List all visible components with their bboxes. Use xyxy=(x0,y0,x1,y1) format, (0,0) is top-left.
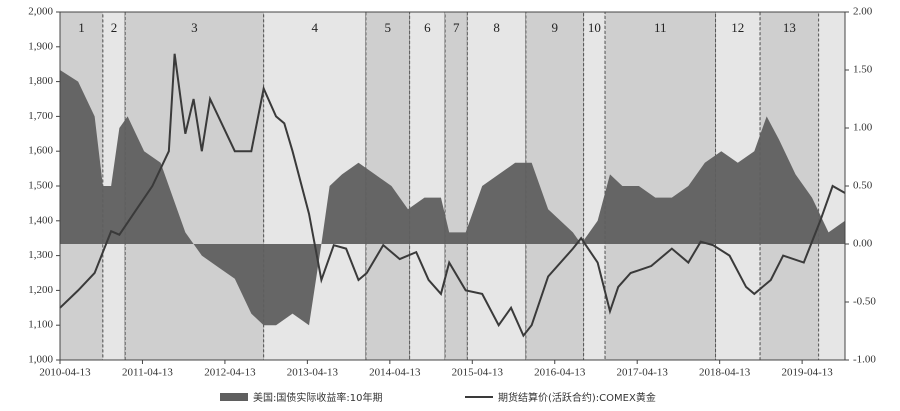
y2-tick-label: -1.00 xyxy=(853,354,876,366)
y2-tick-label: 1.00 xyxy=(853,122,873,134)
y-tick-label: 1,500 xyxy=(28,180,53,192)
y2-tick-label: 2.00 xyxy=(853,6,873,18)
y-tick-label: 2,000 xyxy=(28,6,53,18)
y2-tick-label: -0.50 xyxy=(853,296,876,308)
period-label: 2 xyxy=(111,20,118,35)
x-tick-label: 2018-04-13 xyxy=(699,367,751,379)
legend-label: 美国:国债实际收益率:10年期 xyxy=(253,391,382,404)
y-tick-label: 1,000 xyxy=(28,354,53,366)
legend-swatch xyxy=(220,393,248,401)
area-series xyxy=(60,70,845,326)
period-label: 5 xyxy=(385,20,392,35)
y-tick-label: 1,800 xyxy=(28,75,53,87)
period-label: 1 xyxy=(78,20,85,35)
period-label: 12 xyxy=(731,20,744,35)
period-label: 4 xyxy=(312,20,319,35)
y-tick-label: 1,700 xyxy=(28,110,53,122)
period-label: 6 xyxy=(424,20,431,35)
period-box xyxy=(409,11,446,361)
x-tick-label: 2012-04-13 xyxy=(204,367,256,379)
y-tick-label: 1,400 xyxy=(28,214,53,226)
y2-tick-label: 1.50 xyxy=(853,64,873,76)
line-series xyxy=(59,53,846,338)
y-tick-label: 1,300 xyxy=(28,249,53,261)
period-box xyxy=(583,11,606,361)
period-label: 7 xyxy=(453,20,460,35)
x-tick-label: 2011-04-13 xyxy=(122,367,173,379)
y2-tick-label: 0.50 xyxy=(853,180,873,192)
period-label: 10 xyxy=(588,20,601,35)
x-tick-label: 2010-04-13 xyxy=(39,367,91,379)
period-label: 13 xyxy=(783,20,796,35)
y-tick-label: 1,200 xyxy=(28,284,53,296)
x-tick-label: 2015-04-13 xyxy=(452,367,504,379)
x-tick-label: 2013-04-13 xyxy=(287,367,339,379)
y-tick-label: 1,600 xyxy=(28,145,53,157)
period-label: 8 xyxy=(493,20,500,35)
y-tick-label: 1,900 xyxy=(28,40,53,52)
x-tick-label: 2017-04-13 xyxy=(617,367,669,379)
y2-tick-label: 0.00 xyxy=(853,238,873,250)
x-tick-label: 2014-04-13 xyxy=(369,367,421,379)
period-label: 11 xyxy=(654,20,667,35)
x-tick-label: 2019-04-13 xyxy=(781,367,833,379)
x-tick-label: 2016-04-13 xyxy=(534,367,586,379)
period-box xyxy=(444,11,468,361)
period-label: 3 xyxy=(191,20,198,35)
y-tick-label: 1,100 xyxy=(28,319,53,331)
legend-label: 期货结算价(活跃合约):COMEX黄金 xyxy=(498,391,656,404)
period-label: 9 xyxy=(551,20,558,35)
